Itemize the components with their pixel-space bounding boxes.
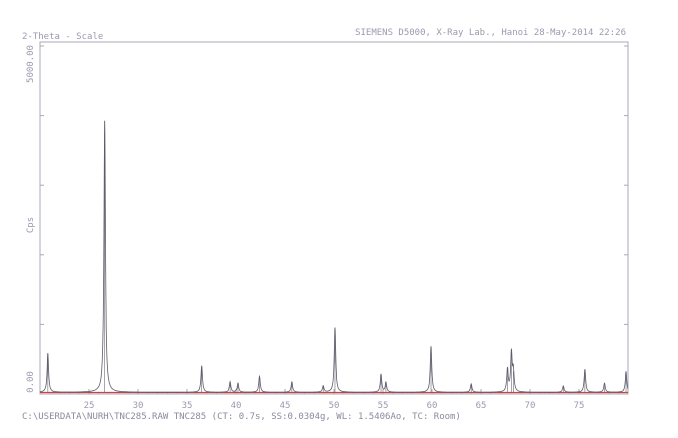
x-tick-label: 40 xyxy=(231,401,242,411)
x-tick-label: 50 xyxy=(329,401,340,411)
file-info-footer: C:\USERDATA\NURH\TNC285.RAW TNC285 (CT: … xyxy=(22,412,461,422)
y-tick-label: 0.00 xyxy=(26,371,36,393)
x-axis-title-header: 2-Theta - Scale xyxy=(22,32,103,42)
x-tick-label: 25 xyxy=(84,401,95,411)
x-tick-label: 65 xyxy=(476,401,487,411)
x-tick-label: 45 xyxy=(280,401,291,411)
x-tick-label: 55 xyxy=(378,401,389,411)
x-tick-label: 35 xyxy=(182,401,193,411)
y-axis-title: Cps xyxy=(26,217,36,233)
diffraction-trace xyxy=(40,120,629,393)
y-tick-label: 5000.00 xyxy=(26,45,36,83)
plot-frame xyxy=(39,41,629,395)
plot-area: 25 30 35 40 45 50 55 60 65 70 75 0.00 5000.00 xyxy=(26,41,629,411)
x-tick-label: 30 xyxy=(133,401,144,411)
x-tick-label: 60 xyxy=(427,401,438,411)
x-tick-label: 75 xyxy=(574,401,585,411)
instrument-info: SIEMENS D5000, X-Ray Lab., Hanoi 28-May-… xyxy=(355,28,626,38)
x-tick-label: 70 xyxy=(525,401,536,411)
